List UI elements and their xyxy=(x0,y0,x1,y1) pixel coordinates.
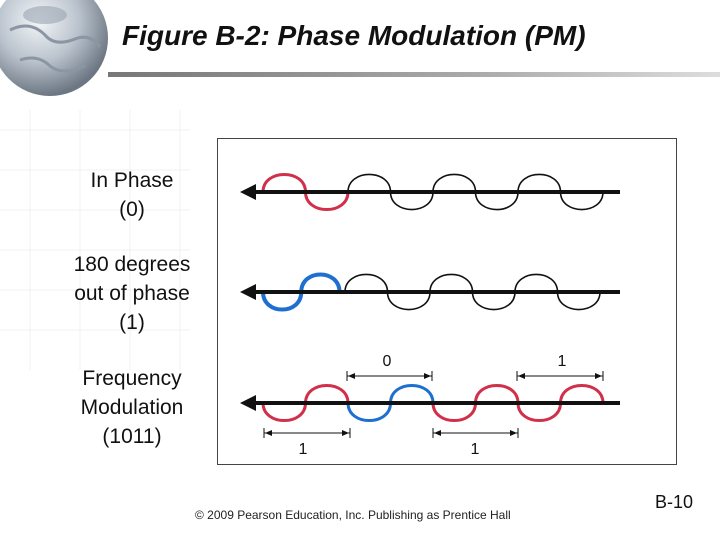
label-line: out of phase xyxy=(74,282,190,305)
bit-span-arrow xyxy=(265,430,272,436)
axis-arrow xyxy=(240,395,256,411)
bit-span-arrow xyxy=(510,430,517,436)
bit-label: 1 xyxy=(558,353,567,370)
bit-span-arrow xyxy=(424,373,431,379)
slide-title: Figure B-2: Phase Modulation (PM) xyxy=(122,20,586,51)
bit-markers: 0 1 1 1 xyxy=(263,353,604,458)
label-line: Frequency xyxy=(82,367,182,390)
label-frequency-modulation: Frequency Modulation (1011) xyxy=(62,364,202,451)
background-pattern xyxy=(0,110,190,370)
label-in-phase: In Phase (0) xyxy=(62,166,202,224)
bit-label: 0 xyxy=(383,353,392,370)
label-line: Modulation xyxy=(80,396,184,419)
label-line: (1) xyxy=(119,311,145,334)
axis-arrow xyxy=(240,284,256,300)
bit-span-arrow xyxy=(342,430,349,436)
bit-span-arrow xyxy=(595,373,602,379)
page-number: B-10 xyxy=(655,492,694,512)
wave-row-in-phase xyxy=(240,172,620,212)
globe-logo xyxy=(0,0,108,96)
axis-arrow xyxy=(240,184,256,200)
title-divider xyxy=(108,72,720,77)
label-out-of-phase: 180 degrees out of phase (1) xyxy=(62,250,202,337)
bit-label: 1 xyxy=(299,441,308,458)
label-line: In Phase xyxy=(90,169,174,192)
bit-span-arrow xyxy=(434,430,441,436)
wave-row-frequency xyxy=(240,383,620,423)
copyright-footer: © 2009 Pearson Education, Inc. Publishin… xyxy=(195,508,511,522)
label-line: (1011) xyxy=(102,425,162,448)
label-line: (0) xyxy=(119,198,145,221)
wave-row-out-of-phase xyxy=(240,272,620,312)
bit-span-arrow xyxy=(518,373,525,379)
bit-span-arrow xyxy=(348,373,355,379)
bit-label: 1 xyxy=(471,441,480,458)
label-line: 180 degrees xyxy=(73,253,191,276)
